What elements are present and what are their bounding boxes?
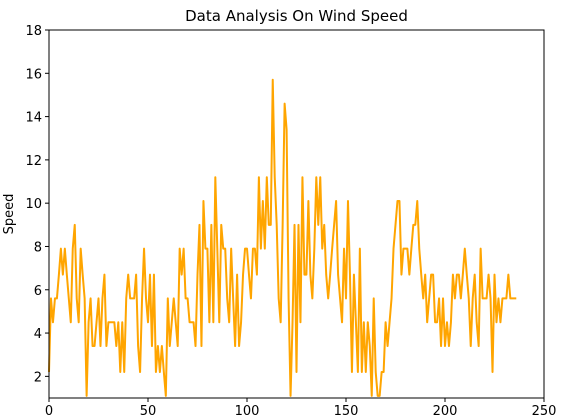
chart-title: Data Analysis On Wind Speed [185, 7, 408, 25]
x-tick-label: 0 [45, 404, 53, 419]
x-tick-label: 250 [532, 404, 557, 419]
y-tick-label: 18 [25, 24, 42, 39]
y-tick-label: 10 [25, 197, 42, 212]
tick-layer: 0 50 100 150 200 250 2 4 6 8 10 12 14 16 18 [25, 24, 556, 419]
y-tick-label: 8 [34, 240, 42, 255]
y-tick-label: 12 [25, 154, 42, 169]
x-tick-label: 100 [235, 404, 260, 419]
line-layer [48, 78, 517, 397]
y-tick-label: 6 [34, 284, 42, 299]
series-line-0 [48, 78, 517, 397]
x-tick-label: 150 [334, 404, 359, 419]
y-tick-label: 14 [25, 111, 42, 126]
y-tick-label: 4 [34, 327, 42, 342]
x-tick-label: 200 [433, 404, 458, 419]
y-tick-label: 16 [25, 67, 42, 82]
plot-frame [48, 29, 545, 399]
y-axis-label: Speed [2, 194, 17, 235]
y-tick-label: 2 [34, 370, 42, 385]
x-tick-label: 50 [140, 404, 157, 419]
